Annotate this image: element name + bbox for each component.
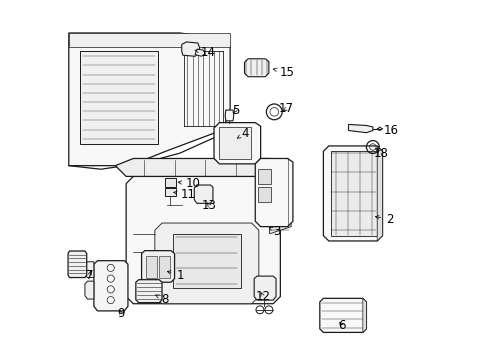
Text: 3: 3 (269, 225, 280, 238)
Text: 6: 6 (337, 319, 345, 332)
Polygon shape (69, 33, 230, 166)
Polygon shape (115, 158, 290, 184)
Polygon shape (323, 146, 382, 241)
Polygon shape (319, 298, 366, 332)
Text: 4: 4 (237, 127, 248, 140)
Polygon shape (164, 188, 175, 196)
Text: 7: 7 (86, 269, 93, 282)
Text: 16: 16 (377, 124, 398, 137)
Polygon shape (195, 49, 204, 56)
Polygon shape (269, 187, 290, 234)
Polygon shape (258, 169, 270, 184)
Polygon shape (155, 223, 258, 304)
Text: 13: 13 (201, 199, 216, 212)
Text: 15: 15 (273, 66, 294, 79)
Polygon shape (194, 185, 212, 203)
Text: 10: 10 (178, 177, 200, 190)
Polygon shape (136, 280, 162, 303)
Polygon shape (218, 127, 250, 159)
Polygon shape (254, 276, 276, 300)
Text: 9: 9 (117, 307, 124, 320)
Polygon shape (142, 251, 174, 282)
Text: 14: 14 (195, 46, 215, 59)
Polygon shape (159, 256, 169, 278)
Polygon shape (172, 234, 241, 288)
Polygon shape (255, 158, 292, 226)
Polygon shape (330, 151, 376, 235)
Polygon shape (145, 256, 156, 278)
Polygon shape (85, 281, 94, 299)
Polygon shape (214, 123, 260, 164)
Polygon shape (164, 178, 175, 187)
Text: 5: 5 (231, 104, 239, 117)
Polygon shape (68, 251, 86, 278)
Polygon shape (258, 187, 270, 202)
Polygon shape (244, 59, 268, 77)
Text: 12: 12 (255, 290, 270, 303)
Text: 8: 8 (155, 293, 168, 306)
Polygon shape (224, 110, 233, 121)
Polygon shape (126, 176, 280, 304)
Text: 18: 18 (373, 147, 387, 159)
Polygon shape (85, 262, 94, 278)
Text: 1: 1 (167, 269, 183, 282)
Polygon shape (182, 42, 199, 56)
Polygon shape (94, 261, 128, 311)
Text: 17: 17 (278, 103, 293, 116)
Polygon shape (376, 146, 382, 241)
Polygon shape (348, 125, 372, 133)
Polygon shape (80, 51, 158, 144)
Text: 11: 11 (173, 188, 195, 201)
Polygon shape (362, 298, 366, 332)
Polygon shape (69, 33, 230, 47)
Text: 2: 2 (375, 213, 393, 226)
